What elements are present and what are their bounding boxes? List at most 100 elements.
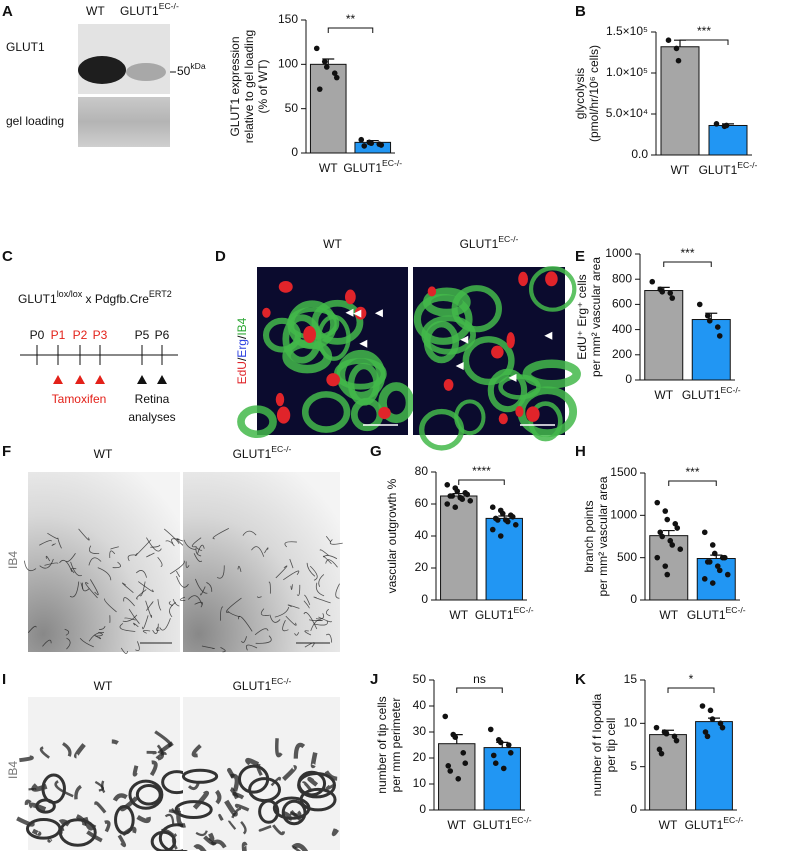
data-point [658,750,665,757]
data-point [696,301,703,308]
data-point [662,563,669,569]
day-label: P6 [155,328,170,342]
panel-letter: G [370,443,382,460]
data-point [657,529,664,536]
channel-part: Erg [235,339,249,358]
data-point [709,716,716,722]
data-point [358,136,365,143]
data-point [442,713,449,720]
y-tick-label: 5.0×10⁴ [606,106,648,120]
data-point [671,733,678,740]
significance-label: *** [680,246,694,260]
data-point [459,496,466,503]
data-point [669,295,676,301]
data-point [664,571,671,578]
bar [691,319,731,381]
data-point [654,554,661,561]
panel-letter: H [575,443,586,460]
panel-letter: K [575,671,586,688]
size-marker: 50kDa [177,61,206,78]
data-point [500,765,507,772]
y-tick-label: 150 [278,12,298,26]
data-point [497,739,504,746]
bar [708,124,748,156]
y-tick-label: 10 [413,776,427,790]
bar [695,721,733,811]
data-point [494,517,501,523]
data-point [704,312,711,319]
data-point [701,576,708,582]
lane-label: WT [86,4,105,18]
data-point [452,504,459,511]
data-point [711,550,718,557]
y-tick-label: 50 [285,101,299,115]
data-point [445,763,452,769]
tamoxifen-label: Tamoxifen [52,392,107,406]
blot-row-label: gel loading [6,114,64,128]
data-point [512,522,519,528]
x-tick-label: WT [659,818,678,832]
panel-letter: F [2,443,11,460]
y-axis-label: branch points [582,500,596,572]
x-tick-label: WT [654,388,673,402]
y-tick-label: 60 [415,496,429,510]
channel-part: / [235,357,249,361]
y-tick-label: 600 [612,297,632,311]
y-tick-label: 50 [413,672,427,686]
data-point [464,491,471,498]
y-tick-label: 0 [625,372,632,386]
data-point [444,482,451,488]
data-point [663,730,670,737]
data-point [674,525,681,531]
y-tick-label: 1000 [610,508,637,522]
data-point [492,760,499,766]
data-point [316,86,323,92]
data-point [716,567,723,574]
data-point [714,324,721,330]
significance-label: *** [685,465,699,479]
data-point [672,521,679,527]
analysis-label: Retina [135,392,170,406]
significance-label: *** [697,24,711,38]
x-tick-label: GLUT1EC-/- [475,605,534,622]
data-point [665,37,672,43]
data-point [656,746,663,753]
data-point [659,289,666,295]
y-axis-label: number of tip cells [375,696,389,793]
significance-bracket [679,39,729,45]
x-tick-label: GLUT1EC-/- [473,815,532,832]
data-point [489,526,496,533]
data-point [333,74,340,81]
x-tick-label: WT [659,608,678,622]
data-point [368,140,375,147]
significance-bracket [327,27,374,33]
y-tick-label: 0 [419,802,426,816]
data-point [662,508,669,514]
x-tick-label: GLUT1EC-/- [682,385,741,402]
bar [309,63,347,154]
data-point [507,750,514,756]
data-point [677,546,684,552]
data-point [706,559,713,565]
y-tick-label: 0 [291,145,298,159]
significance-bracket [458,479,505,485]
data-point [673,45,680,52]
x-tick-label: GLUT1EC-/- [699,160,758,177]
column-label: GLUT1EC-/- [233,444,292,461]
data-point [673,737,680,744]
data-point [452,734,459,740]
bar [649,734,687,811]
significance-bracket [663,261,712,267]
y-axis-label: per tip cell [604,718,618,773]
panel-letter: D [215,248,226,265]
y-tick-label: 0 [630,802,637,816]
y-tick-label: 200 [612,347,632,361]
significance-label: **** [472,464,491,478]
blot-row-label: GLUT1 [6,40,45,54]
data-point [654,499,661,506]
channel-label: EdU/Erg/IB4 [235,317,249,384]
genotype: GLUT1lox/lox x Pdgfb.CreERT2 [18,289,172,306]
channel-part: EdU [235,361,249,384]
y-tick-label: 500 [617,550,637,564]
data-point [709,580,716,586]
